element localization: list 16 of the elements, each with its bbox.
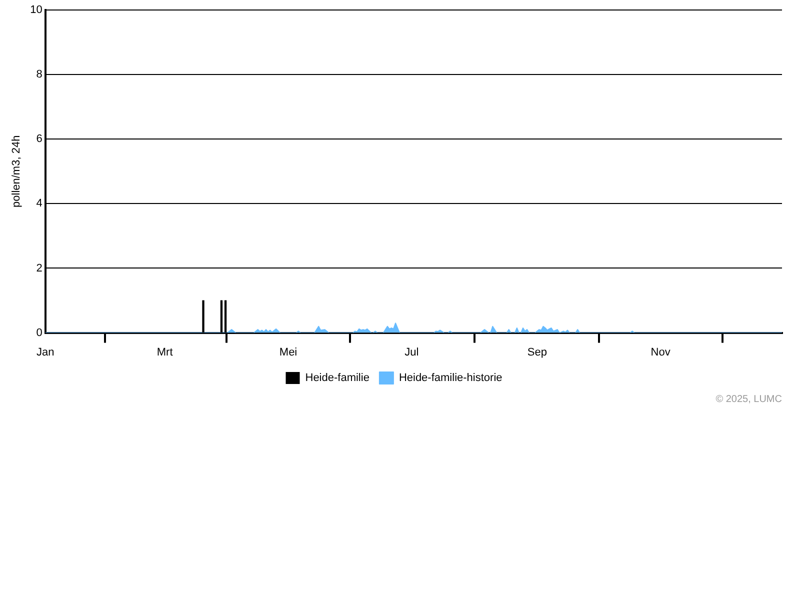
y-tick-label: 2 <box>36 262 42 274</box>
x-tick-label: Mrt <box>156 346 173 358</box>
x-tick-label: Nov <box>650 346 671 358</box>
x-tick-label: Jan <box>36 346 54 358</box>
x-tick-label: Mei <box>279 346 298 358</box>
y-tick-label: 6 <box>36 133 42 146</box>
legend-label: Heide-familie <box>305 372 370 384</box>
x-tick-label: Jul <box>404 346 419 358</box>
y-tick-label: 10 <box>30 4 42 16</box>
y-axis-title: pollen/m3, 24h <box>10 135 23 208</box>
x-tick-label: Sep <box>527 346 547 358</box>
text: © 2025, LUMC <box>716 394 782 405</box>
legend-label: Heide-familie-historie <box>398 372 502 384</box>
y-tick-label: 8 <box>36 68 42 81</box>
y-tick-label: 4 <box>36 198 42 210</box>
y-tick-label: 0 <box>36 326 42 339</box>
